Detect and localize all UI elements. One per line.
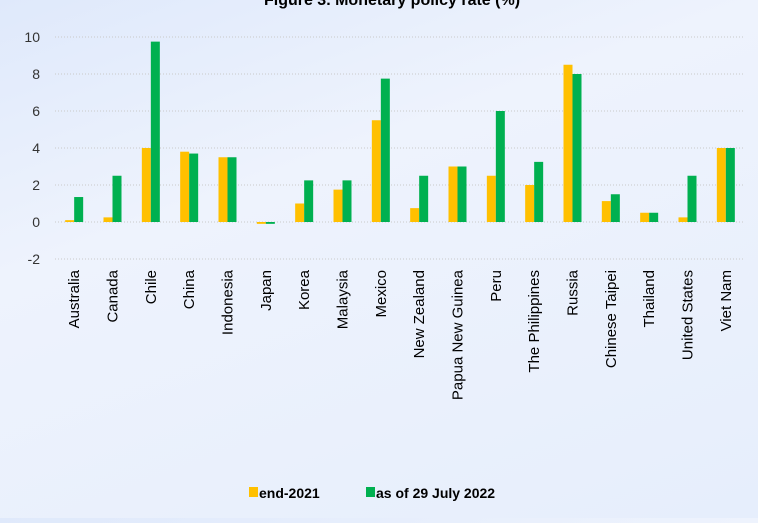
bar-july-2022 <box>380 78 390 222</box>
x-tick-label: New Zealand <box>411 270 428 358</box>
bar-end-2021 <box>601 201 611 222</box>
x-tick-label: Malaysia <box>335 269 352 329</box>
bar-july-2022 <box>227 157 237 222</box>
bar-end-2021 <box>103 217 113 222</box>
chart-title: Figure 3. Monetary policy rate (%) <box>264 0 520 9</box>
bar-july-2022 <box>610 194 620 222</box>
bar-end-2021 <box>141 148 151 222</box>
x-tick-label: Peru <box>488 270 505 302</box>
bar-july-2022 <box>495 111 505 222</box>
bar-end-2021 <box>640 212 650 222</box>
y-tick-label: 0 <box>32 214 40 230</box>
legend-swatch <box>249 487 258 497</box>
bar-end-2021 <box>180 151 190 222</box>
gridlines <box>55 36 745 260</box>
legend-swatch <box>366 487 375 497</box>
x-tick-label: Viet Nam <box>718 270 735 331</box>
bar-july-2022 <box>725 148 735 222</box>
x-tick-label: Russia <box>565 269 582 316</box>
bar-july-2022 <box>265 222 275 224</box>
legend: end-2021 as of 29 July 2022 <box>249 485 495 501</box>
bar-end-2021 <box>525 185 535 222</box>
bar-end-2021 <box>716 148 726 222</box>
bar-july-2022 <box>112 175 122 222</box>
bar-end-2021 <box>410 208 420 222</box>
bar-july-2022 <box>304 180 314 222</box>
y-tick-label: 4 <box>32 140 40 156</box>
x-tick-label: Mexico <box>373 270 390 318</box>
x-tick-label: United States <box>680 270 697 360</box>
bar-end-2021 <box>678 217 688 222</box>
bar-end-2021 <box>486 175 496 222</box>
y-tick-label: 2 <box>32 177 40 193</box>
bar-end-2021 <box>333 189 343 222</box>
x-tick-label: Japan <box>258 270 275 311</box>
x-tick-label: China <box>181 269 198 309</box>
bar-july-2022 <box>572 74 582 222</box>
bar-july-2022 <box>189 153 199 222</box>
bar-end-2021 <box>448 166 458 222</box>
y-tick-label: -2 <box>28 251 41 267</box>
y-tick-label: 6 <box>32 103 40 119</box>
x-tick-label: The Philippines <box>526 270 543 373</box>
x-tick-label: Thailand <box>641 270 658 328</box>
y-tick-label: 10 <box>24 29 40 45</box>
x-tick-label: Papua New Guinea <box>450 269 467 400</box>
bar-july-2022 <box>419 175 429 222</box>
x-tick-label: Korea <box>296 269 313 310</box>
x-tick-label: Indonesia <box>220 269 237 335</box>
x-tick-label: Chile <box>143 270 160 304</box>
x-tick-label: Canada <box>105 269 122 322</box>
bars <box>65 41 735 224</box>
bar-july-2022 <box>150 41 160 222</box>
bar-july-2022 <box>649 212 659 222</box>
bar-end-2021 <box>563 64 573 222</box>
x-tick-label: Chinese Taipei <box>603 270 620 368</box>
y-tick-label: 8 <box>32 66 40 82</box>
x-axis-ticks: Australia Canada Chile China Indonesia Japan K… <box>66 269 735 400</box>
bar-end-2021 <box>256 222 266 224</box>
bar-end-2021 <box>295 203 305 222</box>
bar-end-2021 <box>371 120 381 222</box>
x-tick-label: Australia <box>66 269 83 328</box>
bar-july-2022 <box>457 166 467 222</box>
bar-end-2021 <box>218 157 228 222</box>
bar-july-2022 <box>534 161 544 222</box>
bar-july-2022 <box>74 197 84 222</box>
legend-label: as of 29 July 2022 <box>376 485 495 501</box>
legend-label: end-2021 <box>259 485 320 501</box>
bar-july-2022 <box>687 175 697 222</box>
bar-july-2022 <box>342 180 352 222</box>
y-axis-ticks: -2 0 2 4 6 8 10 <box>24 29 40 267</box>
bar-end-2021 <box>65 220 75 222</box>
